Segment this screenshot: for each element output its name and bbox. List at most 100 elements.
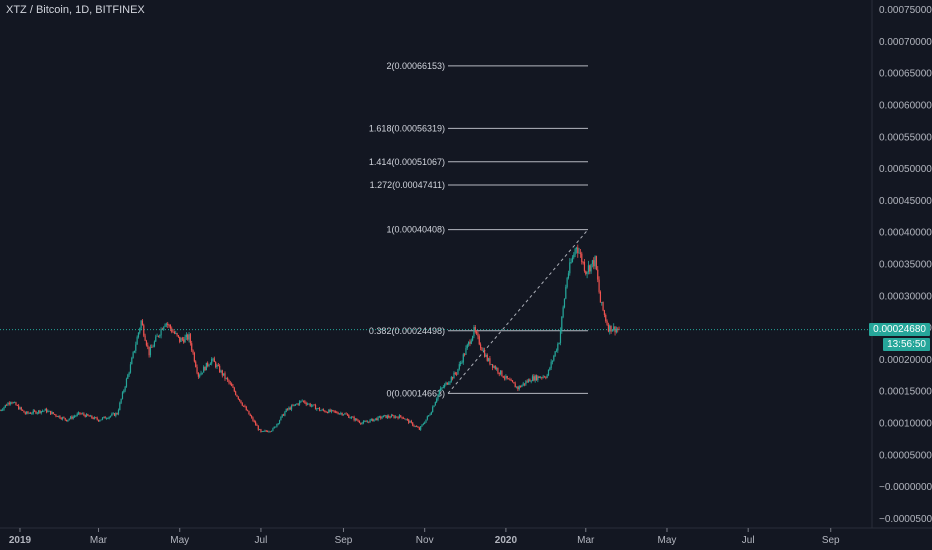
candle <box>474 324 476 334</box>
candle-body <box>352 416 354 418</box>
candle-body <box>189 334 191 344</box>
candle-body <box>241 403 243 406</box>
candle-body <box>71 416 73 419</box>
candle <box>184 334 186 343</box>
candle-body <box>586 271 588 274</box>
candle-body <box>530 380 532 382</box>
candle-body <box>32 410 34 414</box>
candle <box>368 421 370 424</box>
candle <box>252 416 254 422</box>
candle <box>208 364 210 368</box>
candle <box>454 371 456 376</box>
candle <box>312 404 314 408</box>
candle <box>164 323 166 328</box>
candle-body <box>517 386 519 390</box>
time-axis[interactable]: 2019 Mar May Jul Sep Nov 2020 Mar May Jul Sep <box>0 527 932 546</box>
candle-body <box>247 410 249 412</box>
candle-body <box>559 330 562 343</box>
candle-body <box>180 338 182 342</box>
candle <box>322 408 325 412</box>
candle-body <box>342 414 345 416</box>
candle <box>491 364 494 371</box>
candle-body <box>244 406 246 407</box>
candle <box>345 412 347 415</box>
candle <box>406 418 408 421</box>
candle <box>71 415 73 420</box>
candle <box>259 428 261 431</box>
candle-body <box>132 352 134 358</box>
candle <box>555 348 558 353</box>
candle-body <box>278 420 281 424</box>
candle-body <box>444 384 446 387</box>
candle-body <box>326 411 329 413</box>
candle-body <box>265 430 267 432</box>
candle-body <box>476 331 478 334</box>
candle-body <box>386 415 389 419</box>
price-tick-label: 0.00005000 <box>879 450 932 461</box>
candle-body <box>38 410 40 413</box>
candle <box>533 374 535 382</box>
candle-body <box>377 416 379 421</box>
candle <box>156 333 158 337</box>
candle-body <box>188 334 190 340</box>
candle <box>83 412 85 417</box>
candle-body <box>11 402 13 404</box>
candle-body <box>308 403 310 405</box>
price-tick-label: −0.00000000 <box>879 482 932 493</box>
candle-body <box>507 378 510 380</box>
candle <box>200 370 202 376</box>
candle-body <box>85 414 88 417</box>
candle <box>418 426 420 431</box>
candle <box>410 419 412 424</box>
candle <box>280 416 282 421</box>
candle-body <box>573 254 575 258</box>
candle-body <box>594 256 596 267</box>
candle <box>389 416 391 419</box>
candle <box>309 402 311 407</box>
candle <box>551 360 554 365</box>
candle-body <box>232 386 234 388</box>
candle-body <box>297 403 299 405</box>
candle <box>420 425 422 431</box>
candle <box>244 404 246 408</box>
fibonacci-extension[interactable]: 0(0.00014663) 0.382(0.00024498) 1(0.000404… <box>369 61 589 399</box>
candle-body <box>107 418 109 420</box>
candle <box>380 415 382 420</box>
candle <box>340 411 342 415</box>
candle-body <box>591 260 594 264</box>
candle-body <box>148 346 150 356</box>
candle <box>61 416 64 421</box>
candle <box>148 346 150 358</box>
candle <box>394 415 396 419</box>
candle-body <box>440 388 442 391</box>
fib-level-label: 1.272(0.00047411) <box>370 180 445 190</box>
candle <box>396 416 398 418</box>
candle-body <box>261 431 263 432</box>
candle <box>531 374 534 382</box>
candle <box>119 401 121 411</box>
candle-body <box>587 265 590 272</box>
candle <box>248 410 250 415</box>
candle-body <box>105 418 108 420</box>
candle-body <box>0 410 2 411</box>
candle <box>476 330 478 336</box>
candle <box>320 409 322 412</box>
candle <box>63 416 65 419</box>
price-axis[interactable]: 0.00075000 0.00070000 0.00065000 0.00060000… <box>871 0 932 528</box>
candle <box>298 400 301 406</box>
candle <box>72 415 74 420</box>
candle-body <box>200 372 202 376</box>
candle-body <box>236 394 238 397</box>
candle-body <box>137 332 140 338</box>
candle <box>34 409 36 412</box>
candle-body <box>370 418 373 420</box>
candle-body <box>466 344 468 349</box>
candle-body <box>10 402 12 404</box>
candle <box>594 255 596 270</box>
candle <box>220 369 222 374</box>
candle <box>285 408 287 413</box>
candle-body <box>344 413 346 415</box>
candle <box>6 403 8 406</box>
candle <box>466 343 468 350</box>
